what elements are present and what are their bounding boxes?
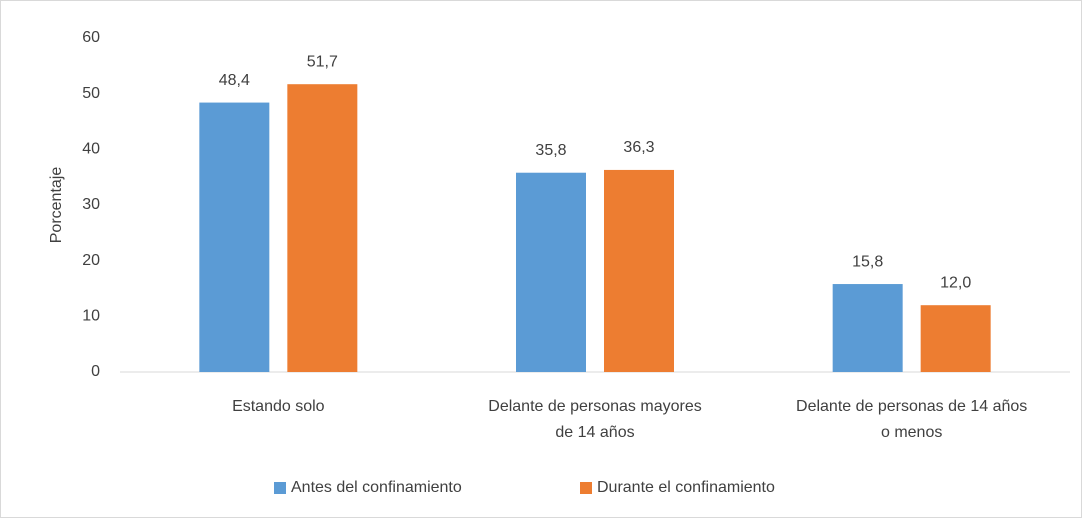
y-tick-label: 30: [82, 196, 100, 213]
y-tick-label: 20: [82, 252, 100, 269]
bar: [920, 305, 991, 372]
bar: [832, 284, 903, 372]
y-tick-label: 40: [82, 141, 100, 158]
x-tick-label: Delante de personas mayores de 14 años: [488, 398, 701, 441]
x-tick-label: Delante de personas de 14 años o menos: [796, 398, 1027, 441]
legend-swatch: [274, 482, 286, 494]
legend-label: Antes del confinamiento: [291, 479, 462, 496]
y-tick-label: 50: [82, 85, 100, 102]
x-tick-label: Estando solo: [232, 398, 325, 415]
value-label: 51,7: [307, 53, 338, 70]
bar: [516, 172, 586, 372]
legend-swatch: [580, 482, 592, 494]
bar: [287, 84, 358, 372]
value-label: 48,4: [219, 72, 250, 89]
value-label: 35,8: [535, 142, 566, 159]
value-label: 36,3: [623, 139, 654, 156]
value-label: 15,8: [852, 253, 883, 270]
bar: [199, 102, 270, 372]
y-axis-label: Porcentaje: [48, 167, 65, 244]
y-tick-label: 10: [82, 308, 100, 325]
value-label: 12,0: [940, 274, 971, 291]
y-tick-label: 0: [91, 363, 100, 380]
legend-label: Durante el confinamiento: [597, 479, 775, 496]
y-tick-label: 60: [82, 29, 100, 46]
bar: [604, 169, 674, 372]
